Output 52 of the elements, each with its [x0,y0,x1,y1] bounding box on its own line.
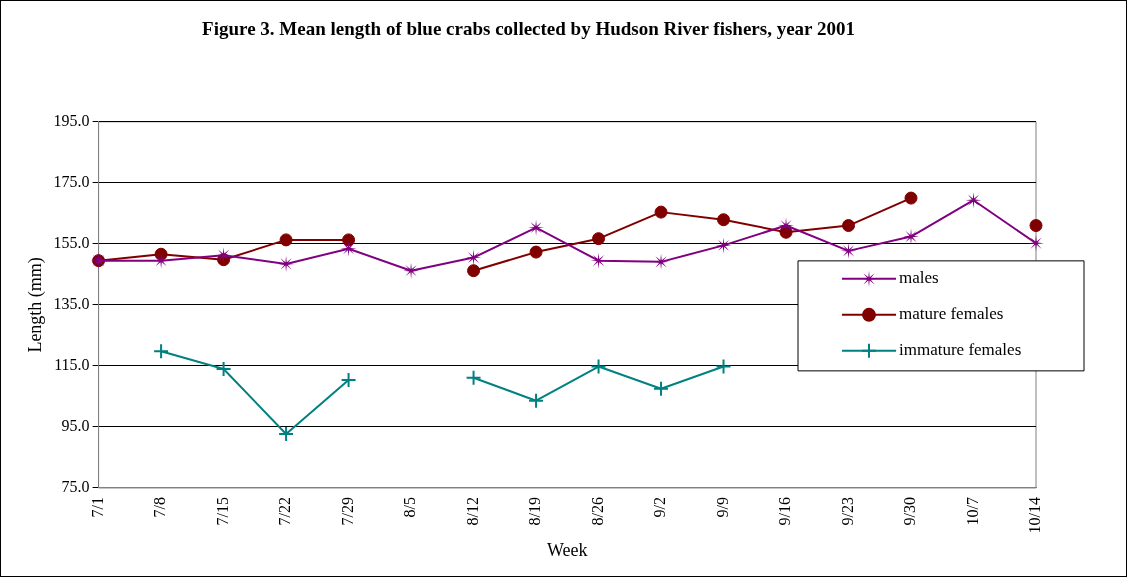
point [153,343,170,360]
x-axis-title: Week [547,539,588,560]
x-tick-label: 10/7 [963,496,981,526]
y-axis-title: Length (mm) [24,257,46,353]
legend-label: mature females [899,304,1004,324]
legend-label: males [899,268,939,288]
point [467,264,481,278]
y-tick-label: 75.0 [61,478,90,496]
x-tick-label: 8/19 [526,496,544,526]
point [340,240,357,257]
point [528,392,545,409]
point [592,232,606,246]
y-tick-label: 175.0 [53,173,90,191]
point [654,205,668,219]
x-tick-label: 7/8 [151,496,169,518]
point [717,213,731,227]
x-tick-label: 8/5 [401,496,419,518]
point [715,358,732,375]
point [590,358,607,375]
chart-title: Figure 3. Mean length of blue crabs collected by Hudson River fishers, year 2001 [202,18,855,40]
x-tick-label: 9/2 [651,496,669,518]
legend-label: immature females [899,340,1022,360]
point [278,425,295,442]
point [653,380,670,397]
y-tick-label: 115.0 [54,356,90,374]
point [904,191,918,205]
point [965,192,982,209]
y-tick-label: 95.0 [61,417,90,435]
point [842,219,856,233]
x-tick-label: 9/30 [901,496,919,526]
x-tick-label: 9/23 [838,496,856,526]
point [342,233,356,247]
point [465,369,482,386]
x-tick-label: 10/14 [1026,496,1044,534]
x-tick-label: 8/26 [588,496,606,526]
y-tick-label: 155.0 [53,234,90,252]
point [1029,219,1043,233]
x-tick-label: 7/29 [338,496,356,526]
x-tick-label: 9/9 [713,496,731,518]
x-tick-label: 7/22 [276,496,294,526]
x-tick-label: 9/16 [776,496,794,526]
point [529,245,543,259]
point [215,360,232,377]
x-tick-label: 7/1 [88,496,106,518]
point [340,371,357,388]
point [465,249,482,266]
y-tick-label: 135.0 [53,295,90,313]
point [715,237,732,254]
x-tick-label: 7/15 [213,496,231,526]
y-tick-label: 195.0 [53,112,90,129]
point [279,233,293,247]
x-tick-label: 8/12 [463,496,481,526]
